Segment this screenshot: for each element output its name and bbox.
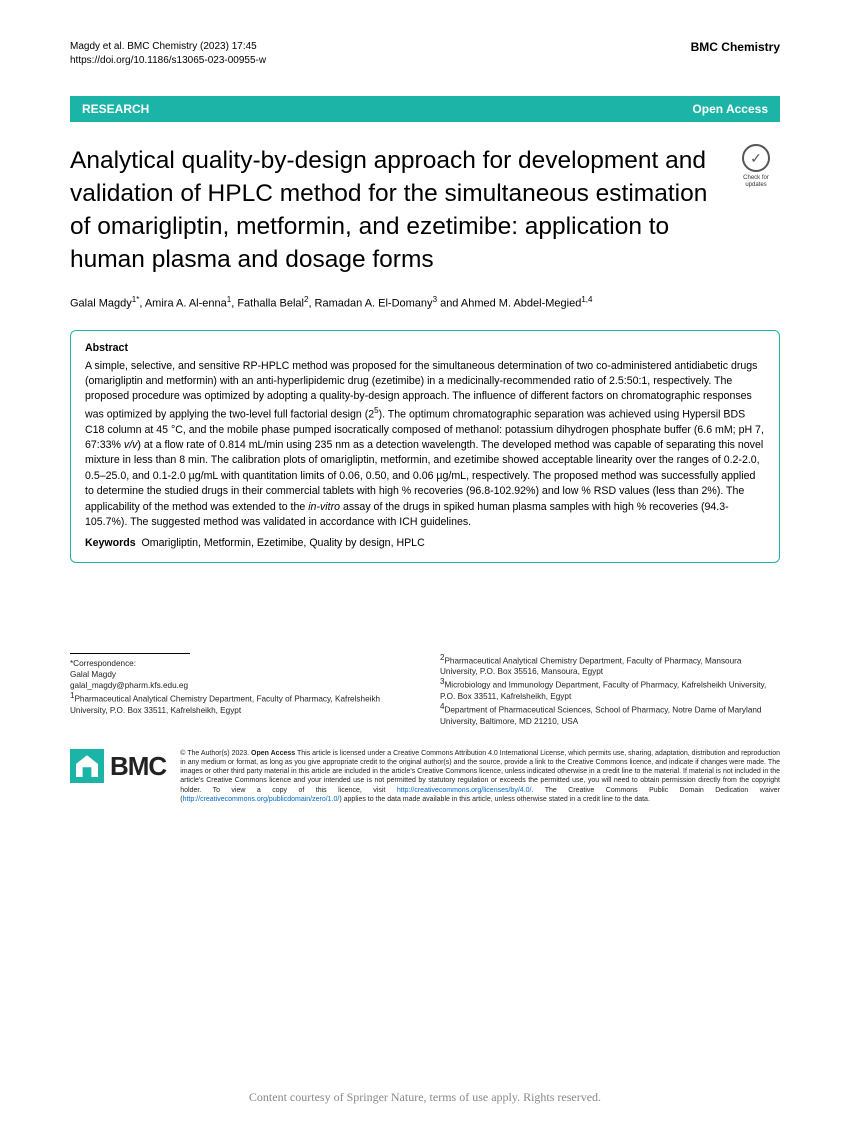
keywords-line: Keywords Omarigliptin, Metformin, Ezetim… [85, 536, 765, 551]
author-list: Galal Magdy1*, Amira A. Al-enna1, Fathal… [70, 294, 780, 312]
doi-line: https://doi.org/10.1186/s13065-023-00955… [70, 54, 266, 68]
page-header: Magdy et al. BMC Chemistry (2023) 17:45 … [70, 40, 780, 68]
open-access-label: Open Access [692, 102, 768, 116]
journal-name: BMC Chemistry [691, 40, 780, 54]
abstract-box: Abstract A simple, selective, and sensit… [70, 330, 780, 562]
footer: BMC © The Author(s) 2023. Open Access Th… [70, 749, 780, 804]
keywords-text: Omarigliptin, Metformin, Ezetimibe, Qual… [142, 537, 425, 549]
correspondence-block: *Correspondence:Galal Magdygalal_magdy@p… [70, 658, 410, 716]
article-category: RESEARCH [82, 102, 149, 116]
category-banner: RESEARCH Open Access [70, 96, 780, 122]
affiliations: *Correspondence:Galal Magdygalal_magdy@p… [70, 653, 780, 728]
check-updates-badge[interactable]: ✓ Check for updates [732, 144, 780, 188]
article-title: Analytical quality-by-design approach fo… [70, 144, 714, 276]
bmc-icon [70, 749, 104, 783]
abstract-heading: Abstract [85, 341, 765, 356]
citation-line: Magdy et al. BMC Chemistry (2023) 17:45 [70, 40, 266, 54]
keywords-label: Keywords [85, 537, 136, 549]
bmc-logo-text: BMC [110, 751, 166, 782]
springer-footer-note: Content courtesy of Springer Nature, ter… [0, 1090, 850, 1105]
check-updates-label: Check for updates [732, 175, 780, 188]
affil-list: 2Pharmaceutical Analytical Chemistry Dep… [440, 653, 780, 728]
bmc-logo: BMC [70, 749, 166, 783]
crossmark-icon: ✓ [742, 144, 770, 172]
license-text: © The Author(s) 2023. Open Access This a… [180, 749, 780, 804]
abstract-body: A simple, selective, and sensitive RP-HP… [85, 359, 765, 530]
affil-divider [70, 653, 190, 654]
